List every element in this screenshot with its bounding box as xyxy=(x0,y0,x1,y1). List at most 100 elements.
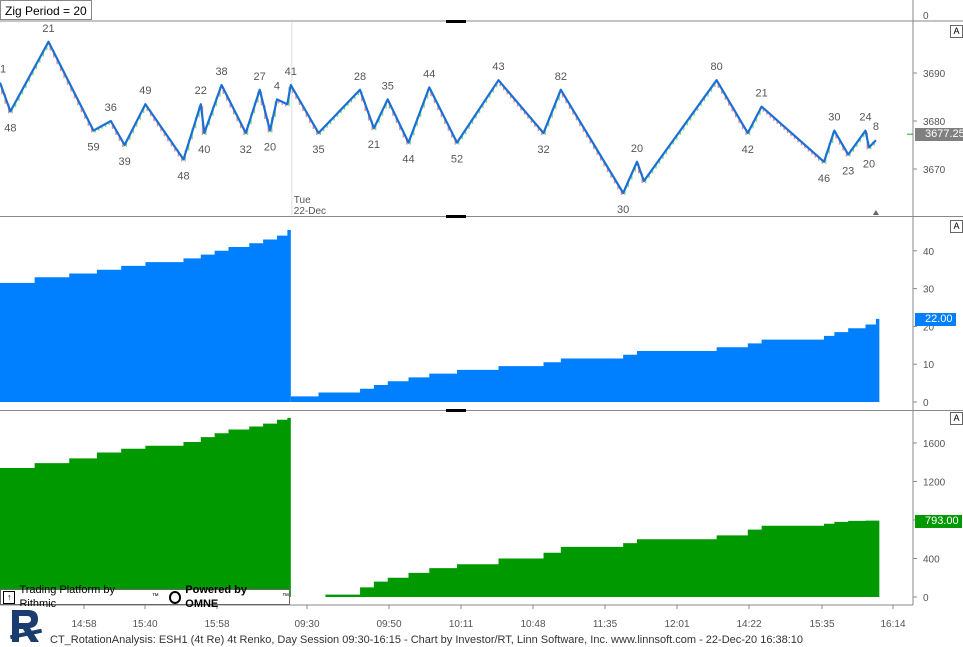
blue-panel-autoscale-button[interactable]: A xyxy=(950,220,963,233)
time-axis-label: 12:01 xyxy=(664,619,689,630)
blue-axis-label: 30 xyxy=(923,285,935,296)
renko-brick xyxy=(710,87,713,92)
price-axis-label: 3690 xyxy=(923,69,946,80)
zigzag-swing-label: 30 xyxy=(828,112,840,124)
renko-brick xyxy=(873,142,875,146)
renko-brick xyxy=(714,82,716,87)
zigzag-swing-label: 30 xyxy=(617,204,629,216)
renko-brick xyxy=(464,129,467,135)
renko-brick xyxy=(658,159,661,164)
renko-brick xyxy=(651,168,654,174)
time-axis-label: 16:14 xyxy=(880,619,905,630)
renko-brick xyxy=(281,103,283,105)
top-axis-zero-label: 0 xyxy=(923,11,929,22)
renko-brick xyxy=(326,124,328,128)
zigzag-swing-label: 36 xyxy=(105,102,117,114)
zigzag-swing-label: 23 xyxy=(842,166,854,178)
zigzag-swing-label: 4 xyxy=(274,80,280,92)
zigzag-swing-label: 59 xyxy=(87,142,99,154)
renko-brick xyxy=(707,91,709,97)
renko-brick xyxy=(679,130,681,135)
zigzag-swing-label: 38 xyxy=(215,66,227,78)
zig-period-label[interactable]: Zig Period = 20 xyxy=(0,0,92,20)
renko-brick xyxy=(350,99,353,103)
zigzag-swing-label: 82 xyxy=(555,71,567,83)
renko-brick xyxy=(333,117,335,121)
zigzag-swing-label: 42 xyxy=(742,144,754,156)
renko-brick xyxy=(655,163,657,169)
zigzag-swing-label: 8 xyxy=(873,121,879,133)
zigzag-swing-label: 41 xyxy=(285,66,297,78)
renko-brick xyxy=(786,130,789,134)
renko-brick xyxy=(665,149,668,155)
renko-brick xyxy=(856,142,858,147)
time-axis-label: 11:35 xyxy=(593,619,618,630)
zigzag-swing-label: 46 xyxy=(818,173,830,185)
renko-brick xyxy=(662,154,664,159)
renko-brick xyxy=(513,98,515,103)
price-axis-label: 3680 xyxy=(923,117,946,128)
renko-brick xyxy=(478,108,481,114)
renko-brick xyxy=(506,90,508,95)
renko-brick xyxy=(863,132,865,138)
renko-brick xyxy=(793,136,796,140)
renko-brick xyxy=(108,123,110,125)
renko-brick xyxy=(537,126,540,131)
renko-brick xyxy=(322,127,325,132)
renko-brick xyxy=(357,91,360,96)
renko-brick xyxy=(644,178,647,183)
renko-brick xyxy=(762,108,765,112)
zigzag-swing-label: 35 xyxy=(312,144,324,156)
renko-brick xyxy=(153,116,155,122)
zigzag-swing-label: 52 xyxy=(451,154,463,166)
up-arrow-icon[interactable]: ↑ xyxy=(3,590,16,604)
splitter-handle xyxy=(446,409,466,412)
rithmic-banner[interactable]: ↑ Trading Platform by Rithmic ™ Powered b… xyxy=(0,584,290,610)
time-axis-label: 10:48 xyxy=(520,619,545,630)
renko-brick xyxy=(329,120,332,125)
zigzag-swing-label: 48 xyxy=(4,122,16,134)
omne-ring-icon xyxy=(168,590,182,604)
renko-brick xyxy=(773,117,775,121)
green-axis-label: 1600 xyxy=(923,439,946,450)
zigzag-swing-label: 20 xyxy=(863,158,875,170)
renko-brick xyxy=(852,147,855,152)
renko-brick xyxy=(800,142,803,146)
green-area-segment xyxy=(325,520,880,597)
renko-brick xyxy=(468,123,470,129)
zigzag-swing-label: 44 xyxy=(402,154,414,166)
renko-brick xyxy=(672,139,675,145)
renko-brick xyxy=(797,139,799,143)
renko-brick xyxy=(482,103,484,109)
zigzag-swing-label: 35 xyxy=(382,80,394,92)
zigzag-swing-label: 22 xyxy=(195,85,207,97)
time-axis-label: 10:11 xyxy=(449,619,474,630)
renko-brick xyxy=(520,106,522,111)
renko-brick xyxy=(499,82,501,87)
zigzag-swing-label: 20 xyxy=(631,143,643,155)
time-axis-label: 09:50 xyxy=(376,619,401,630)
renko-brick xyxy=(471,118,474,124)
renko-brick xyxy=(336,113,339,117)
renko-brick xyxy=(160,126,162,132)
green-axis-label: 0 xyxy=(923,593,929,604)
splitter-handle xyxy=(446,20,466,23)
renko-brick xyxy=(340,109,342,114)
blue-axis-label: 0 xyxy=(923,398,929,409)
renko-brick xyxy=(523,110,526,115)
green-panel-autoscale-button[interactable]: A xyxy=(950,412,963,425)
renko-brick xyxy=(703,96,706,102)
zigzag-swing-label: 40 xyxy=(198,144,210,156)
zigzag-swing-label: 48 xyxy=(177,170,189,182)
renko-brick xyxy=(534,122,536,127)
renko-brick xyxy=(683,125,685,131)
zigzag-swing-label: 80 xyxy=(711,61,723,73)
zigzag-swing-label: 44 xyxy=(423,68,435,80)
green-area-segment xyxy=(0,417,291,597)
renko-brick xyxy=(769,114,771,118)
blue-axis-label: 40 xyxy=(923,247,935,258)
rithmic-tm: ™ xyxy=(151,593,159,600)
time-axis-label: 15:58 xyxy=(204,619,229,630)
price-panel-autoscale-button[interactable]: A xyxy=(950,25,963,38)
